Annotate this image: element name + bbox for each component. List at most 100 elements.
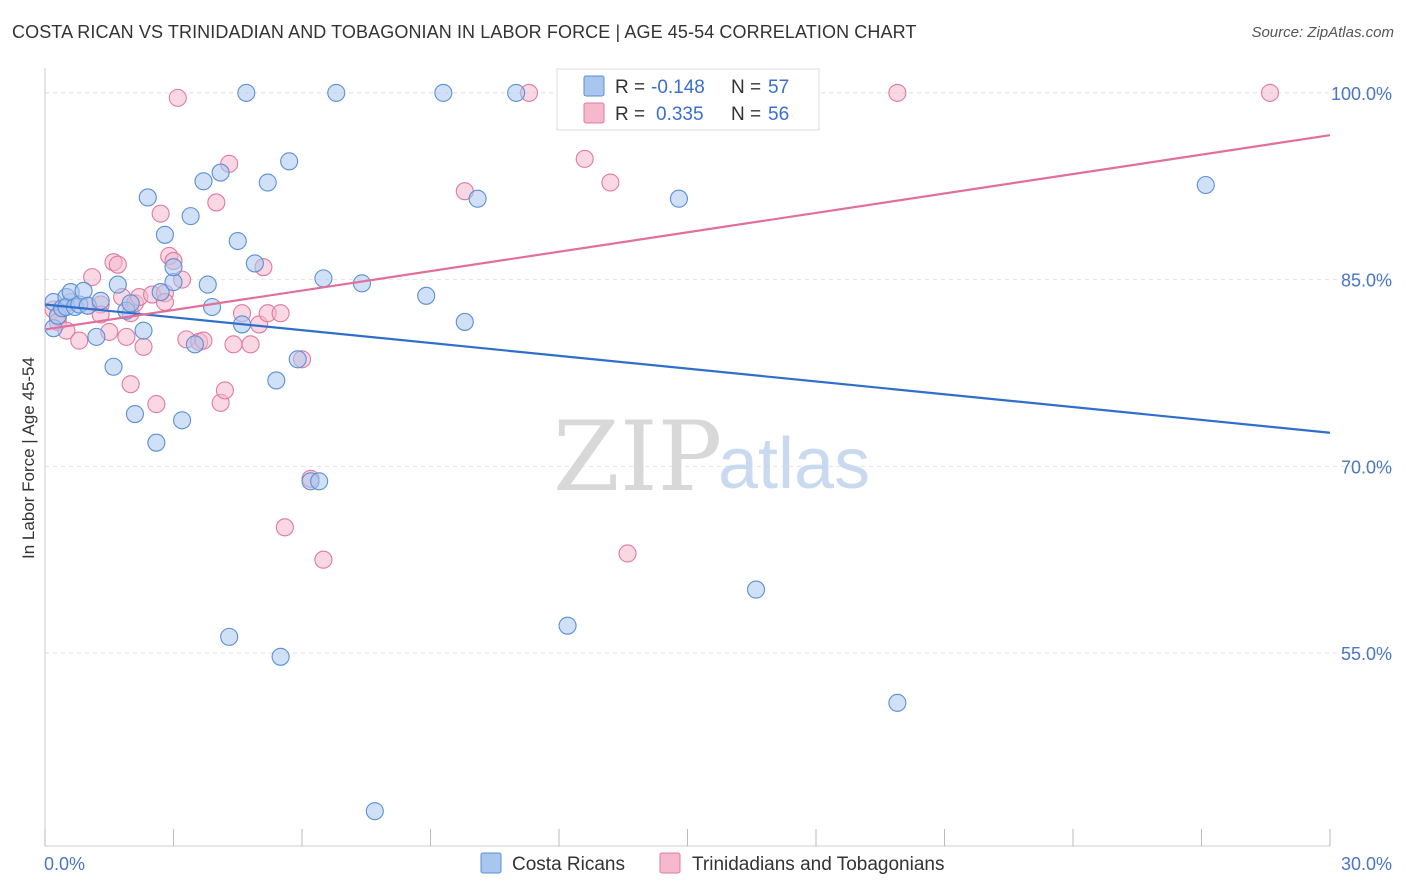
y-axis-title: In Labor Force | Age 45-54 [19, 357, 38, 559]
costa-ricans-point [147, 433, 166, 452]
legend-r-label-pink: R = [615, 104, 645, 125]
trinidadians-point [70, 331, 89, 350]
chart-title: COSTA RICAN VS TRINIDADIAN AND TOBAGONIA… [12, 22, 917, 42]
grid-lines [45, 92, 1390, 654]
costa-ricans-point [365, 802, 384, 821]
trinidadians-point [575, 149, 594, 168]
costa-ricans-point [468, 189, 487, 208]
series-costa-ricans-points [44, 83, 1215, 821]
x-axis-ticks [44, 829, 1331, 846]
costa-ricans-point [194, 172, 213, 191]
trinidadians-point [151, 204, 170, 223]
costa-ricans-point [138, 188, 157, 207]
legend-r-value-pink: 0.335 [656, 104, 704, 125]
legend-r-label-blue: R = [615, 77, 645, 98]
trinidadians-point [618, 544, 637, 563]
costa-ricans-point [258, 173, 277, 192]
source-credit: Source: ZipAtlas.com [1251, 24, 1394, 41]
trinidadians-point [117, 327, 136, 346]
correlation-legend: R = -0.148 N = 57 R = 0.335 N = 56 [556, 68, 820, 131]
costa-ricans-point [314, 269, 333, 288]
costa-ricans-point [121, 294, 140, 313]
costa-ricans-point [507, 83, 526, 102]
y-tick-labels: 55.0% 70.0% 85.0% 100.0% [1331, 84, 1392, 664]
costa-ricans-point [237, 83, 256, 102]
x-tick-label-max: 30.0% [1341, 854, 1392, 874]
trinidadians-point [108, 255, 127, 274]
bottom-legend-costa-ricans: Costa Ricans [512, 854, 625, 875]
bottom-legend-swatch-trinidadians [659, 852, 681, 874]
costa-ricans-point [203, 297, 222, 317]
costa-ricans-point [87, 327, 106, 346]
trinidadians-point [134, 337, 153, 356]
trinidadians-point [1260, 83, 1280, 102]
costa-ricans-point [134, 321, 153, 340]
legend-swatch-blue [583, 75, 605, 97]
trinidadians-point [601, 173, 620, 192]
bottom-legend-swatch-costa-ricans [480, 852, 502, 874]
y-tick-label: 55.0% [1341, 644, 1392, 664]
costa-ricans-point [108, 275, 127, 294]
trinidadians-point [121, 375, 140, 394]
costa-ricans-point [288, 350, 307, 369]
y-tick-label: 100.0% [1331, 84, 1392, 104]
trinidadians-trend-line [44, 134, 1331, 331]
watermark-zip: ZIP [553, 401, 722, 513]
costa-ricans-point [104, 357, 123, 376]
costa-ricans-point [74, 281, 93, 300]
trend-lines [44, 134, 1331, 434]
costa-ricans-point [267, 371, 286, 390]
trinidadians-point [275, 518, 294, 537]
series-legend: Costa Ricans Trinidadians and Tobagonian… [480, 852, 944, 875]
costa-ricans-point [198, 275, 217, 294]
costa-ricans-point [271, 647, 290, 666]
x-tick-label-min: 0.0% [44, 854, 85, 874]
costa-ricans-point [888, 693, 907, 712]
trinidadians-point [168, 88, 187, 107]
costa-ricans-point [125, 405, 144, 424]
costa-ricans-point [185, 335, 204, 354]
y-tick-label: 85.0% [1341, 271, 1392, 291]
bottom-legend-trinidadians: Trinidadians and Tobagonians [692, 854, 944, 875]
costa-ricans-point [417, 286, 436, 305]
costa-ricans-point [155, 225, 174, 244]
trinidadians-point [271, 304, 290, 323]
trinidadians-point [224, 335, 243, 354]
trinidadians-point [83, 268, 102, 287]
trinidadians-point [215, 381, 234, 400]
costa-ricans-point [1196, 175, 1215, 195]
costa-ricans-point [220, 627, 239, 646]
watermark: ZIP atlas [553, 401, 870, 513]
costa-ricans-point [280, 152, 299, 171]
trinidadians-point [241, 335, 260, 354]
trinidadians-point [147, 395, 166, 414]
costa-ricans-point [310, 472, 329, 491]
legend-n-label-pink: N = [731, 104, 761, 125]
costa-ricans-point [669, 189, 688, 208]
costa-ricans-point [228, 231, 247, 251]
legend-r-value-blue: -0.148 [651, 77, 705, 98]
costa-ricans-point [245, 254, 264, 273]
costa-ricans-point [455, 312, 474, 331]
legend-n-label-blue: N = [731, 77, 761, 98]
costa-ricans-point [91, 291, 110, 310]
costa-ricans-point [434, 83, 453, 102]
costa-ricans-point [327, 83, 346, 102]
costa-ricans-point [173, 411, 192, 430]
costa-ricans-trend-line [44, 303, 1331, 434]
legend-n-value-blue: 57 [768, 77, 789, 98]
costa-ricans-point [181, 207, 200, 226]
trinidadians-point [207, 193, 226, 212]
costa-ricans-point [558, 616, 577, 635]
watermark-atlas: atlas [718, 424, 870, 504]
costa-ricans-point [211, 163, 230, 182]
trinidadians-point [888, 83, 907, 102]
y-tick-label: 70.0% [1341, 457, 1392, 477]
costa-ricans-point [164, 258, 183, 277]
legend-n-value-pink: 56 [768, 104, 789, 125]
legend-swatch-pink [583, 102, 605, 124]
costa-ricans-point [746, 580, 766, 599]
costa-ricans-point [151, 283, 170, 302]
trinidadians-point [314, 550, 333, 569]
